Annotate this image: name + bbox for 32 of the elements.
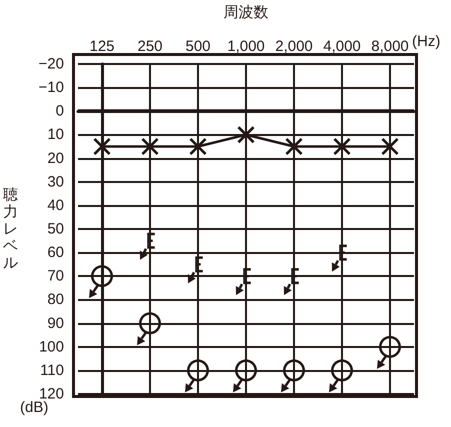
y-tick-label: 100 [38,338,64,356]
y-tick-label: 60 [47,244,64,262]
point [187,359,209,382]
y-tick-label: 20 [47,150,64,167]
point [331,359,353,382]
point [139,312,161,334]
y-tick-label: −20 [38,56,64,72]
y-axis-title: 聴力レベル [3,186,18,272]
y-tick-label: 40 [47,196,64,214]
y-tick-label: 30 [47,173,64,190]
y-tick-label: 110 [40,362,64,379]
x-tick-label: 4,000 [323,38,361,55]
x-tick-label: 250 [137,38,163,55]
y-tick-label: 0 [56,102,64,120]
y-tick-label: −10 [38,79,64,96]
y-tick-label: 10 [47,126,64,144]
y-tick-label: 80 [47,291,64,308]
y-tick-label: 50 [47,220,64,238]
x-tick-label: 8,000 [371,38,409,55]
point [238,126,254,144]
point [235,359,257,382]
x-tick-label: 500 [185,38,211,55]
point [91,265,113,288]
point [379,336,401,358]
y-tick-label: 70 [47,268,64,285]
x-tick-label: 1,000 [227,38,265,55]
x-tick-label: 125 [89,38,115,55]
y-tick-label: 90 [47,314,64,332]
x-axis-title: 周波数 [224,4,268,21]
point [283,359,305,382]
text: (Hz) [412,33,440,50]
x-tick-label: 2,000 [275,38,313,55]
